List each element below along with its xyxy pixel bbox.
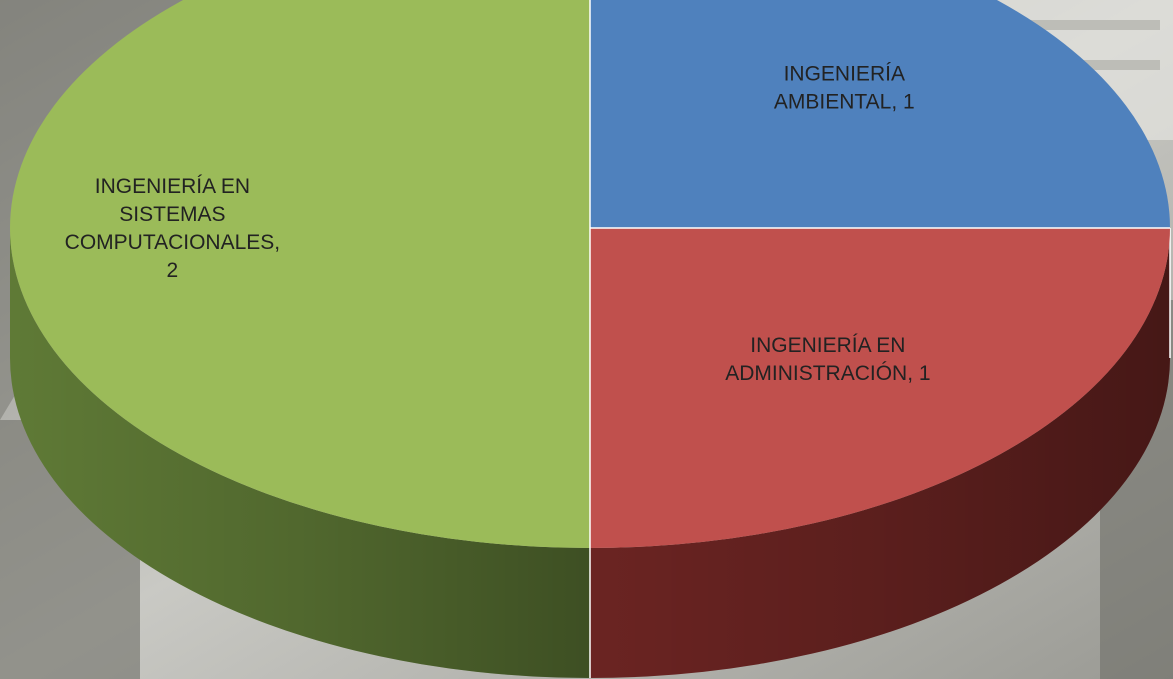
data-label-line: INGENIERÍA EN xyxy=(750,334,905,357)
pie-slice-ingenieria-ambiental xyxy=(590,0,1170,228)
data-label-ingenieria-en-sistemas-computacionales: INGENIERÍA EN SISTEMAS COMPUTACIONALES, 2 xyxy=(65,175,280,282)
data-label-ingenieria-ambiental: INGENIERÍA AMBIENTAL, 1 xyxy=(774,63,915,114)
data-label-line: ADMINISTRACIÓN, 1 xyxy=(725,362,930,385)
pie-slice-ingenieria-en-administracion xyxy=(590,228,1170,548)
data-label-line: SISTEMAS xyxy=(119,203,225,226)
data-label-line: INGENIERÍA EN xyxy=(95,175,250,198)
data-label-line: COMPUTACIONALES, xyxy=(65,231,280,254)
data-label-ingenieria-en-administracion: INGENIERÍA EN ADMINISTRACIÓN, 1 xyxy=(725,334,930,385)
data-label-line: 2 xyxy=(167,259,179,282)
pie-slice-ingenieria-en-sistemas-computacionales xyxy=(10,0,590,548)
pie-slice-side-shade-ingenieria-en-administracion xyxy=(590,228,1170,678)
data-label-line: INGENIERÍA xyxy=(784,63,905,86)
data-label-line: AMBIENTAL, 1 xyxy=(774,91,915,114)
pie-slice-side-shade-ingenieria-en-sistemas-computacionales xyxy=(10,228,590,678)
